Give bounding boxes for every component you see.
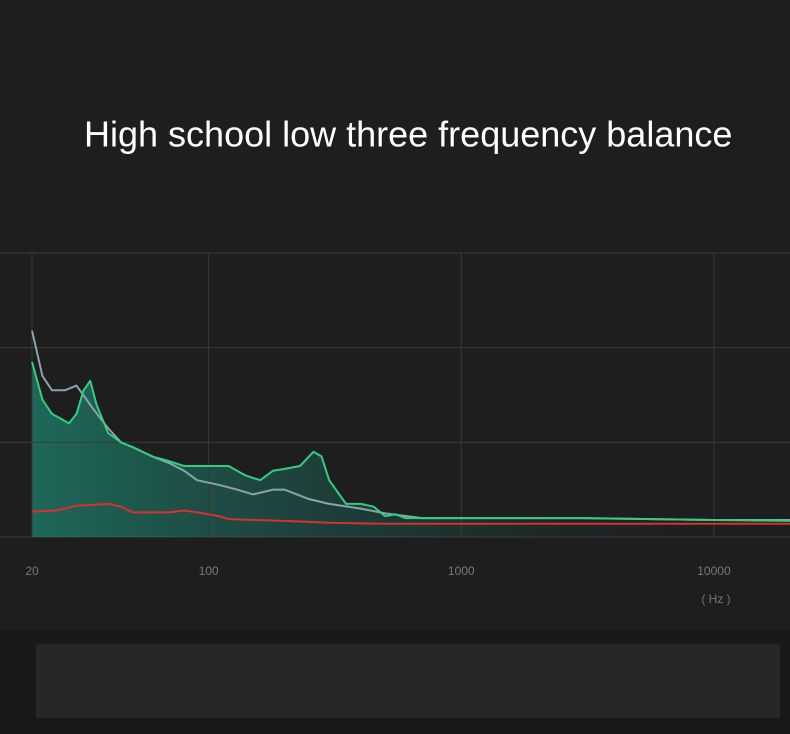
footer-panel (36, 644, 780, 718)
chart-title: High school low three frequency balance (84, 114, 732, 155)
x-tick-label: 1000 (448, 564, 475, 578)
plot-area: 20 100 1000 10000 (0, 252, 790, 578)
x-axis-label: ( Hz ) (701, 592, 730, 606)
x-tick-label: 20 (25, 564, 39, 578)
series-line (31, 502, 790, 525)
x-tick-label: 100 (199, 564, 219, 578)
series-area (32, 361, 790, 537)
x-tick-label: 10000 (697, 564, 731, 578)
series-line (31, 361, 790, 522)
